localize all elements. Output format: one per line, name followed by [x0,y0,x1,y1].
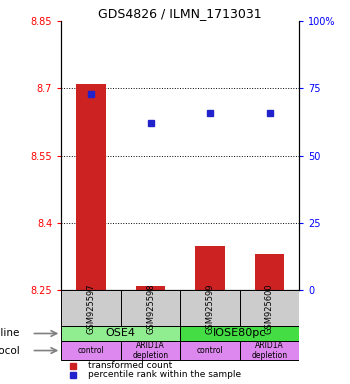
Text: control: control [78,346,104,355]
Text: transformed count: transformed count [88,361,172,371]
Text: ARID1A
depletion: ARID1A depletion [132,341,169,360]
Bar [240,341,299,361]
Bar [180,290,240,326]
Bar [240,290,299,326]
Bar [180,326,299,341]
Text: cell line: cell line [0,328,20,338]
Title: GDS4826 / ILMN_1713031: GDS4826 / ILMN_1713031 [98,7,262,20]
Text: GSM925599: GSM925599 [205,283,215,334]
Text: protocol: protocol [0,346,20,356]
Text: GSM925600: GSM925600 [265,283,274,334]
Bar [121,290,180,326]
Bar [61,326,180,341]
Text: GSM925598: GSM925598 [146,283,155,334]
Bar [121,341,180,361]
Text: percentile rank within the sample: percentile rank within the sample [88,370,241,379]
Text: IOSE80pc: IOSE80pc [213,328,266,338]
Text: ARID1A
depletion: ARID1A depletion [251,341,288,360]
Bar [136,286,165,290]
Text: control: control [197,346,223,355]
Bar [195,245,225,290]
Bar [61,341,121,361]
Text: OSE4: OSE4 [106,328,136,338]
Text: GSM925597: GSM925597 [86,283,96,334]
Bar [61,290,121,326]
Bar [76,84,106,290]
Bar [255,255,284,290]
Bar [180,341,240,361]
